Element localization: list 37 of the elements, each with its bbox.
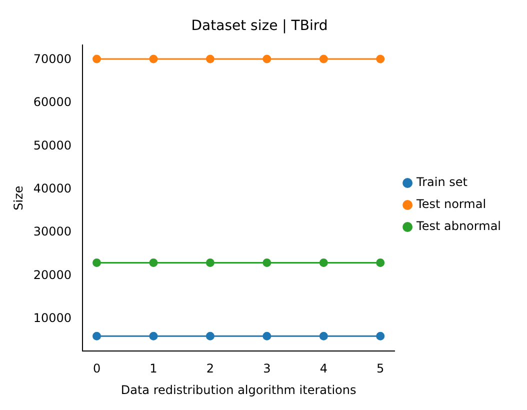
- y-axis-title: Size: [11, 186, 26, 210]
- point: [149, 54, 158, 64]
- y-tick-label: 10000: [33, 310, 72, 325]
- point: [92, 54, 102, 64]
- point: [262, 258, 272, 267]
- y-tick-label: 60000: [33, 95, 72, 110]
- y-tick-label: 70000: [33, 52, 72, 66]
- chart-title: Dataset size | TBird: [191, 18, 328, 34]
- point: [206, 258, 214, 267]
- point: [319, 332, 328, 340]
- point: [206, 332, 214, 340]
- x-tick-label: 4: [320, 362, 328, 376]
- point: [376, 332, 385, 340]
- point: [149, 332, 158, 340]
- point: [319, 258, 328, 267]
- y-tick-label: 30000: [33, 224, 72, 239]
- point: [319, 54, 328, 64]
- x-tick-label: 3: [263, 362, 271, 376]
- legend-label: Train set: [416, 175, 468, 190]
- point: [262, 54, 272, 64]
- point: [376, 54, 385, 64]
- x-tick-label: 0: [92, 362, 101, 376]
- x-tick-label: 5: [376, 362, 384, 376]
- point: [262, 332, 272, 340]
- x-tick-label: 1: [150, 362, 158, 376]
- x-tick-label: 2: [206, 362, 214, 376]
- point: [149, 258, 158, 267]
- x-axis-title: Data redistribution algorithm iterations: [120, 382, 356, 397]
- point: [92, 332, 102, 340]
- point: [376, 258, 385, 267]
- y-tick-label: 40000: [33, 181, 72, 196]
- y-tick-label: 20000: [33, 268, 72, 282]
- point: [206, 54, 214, 64]
- legend-label: Test normal: [416, 197, 486, 212]
- legend-label: Test abnormal: [416, 219, 502, 234]
- y-tick-label: 50000: [33, 138, 72, 152]
- point: [92, 258, 102, 267]
